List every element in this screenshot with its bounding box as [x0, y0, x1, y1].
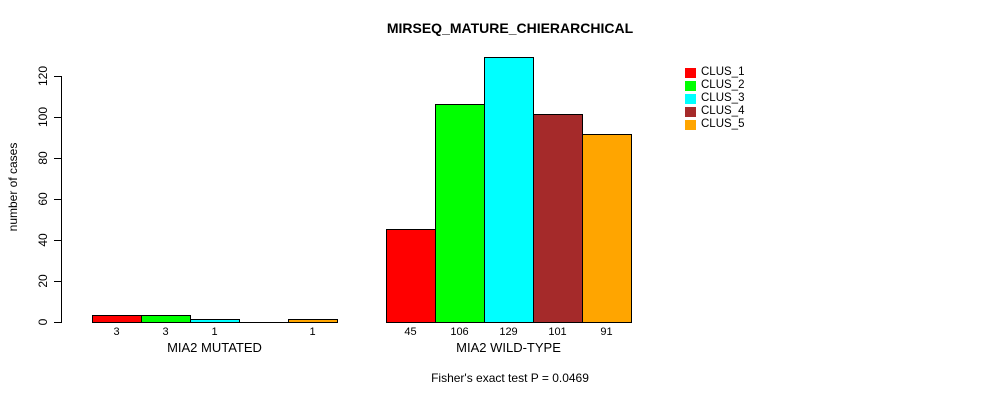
- legend-label: CLUS_1: [701, 66, 745, 78]
- bar-value-label: 129: [499, 326, 518, 338]
- bar-clus_5: [288, 319, 338, 323]
- bar-clus_4: [533, 114, 583, 323]
- chart-title: MIRSEQ_MATURE_CHIERARCHICAL: [386, 20, 634, 36]
- group-label: MIA2 MUTATED: [167, 340, 262, 355]
- bar-clus_3: [190, 319, 240, 323]
- bar-value-label: 1: [211, 326, 218, 338]
- bar-clus_3: [484, 57, 534, 323]
- legend-label: CLUS_3: [701, 92, 745, 104]
- legend-label: CLUS_4: [701, 105, 745, 117]
- y-tick-label: 40: [36, 233, 50, 247]
- legend-swatch-clus_5: [685, 120, 696, 130]
- legend-swatch-clus_1: [685, 68, 696, 78]
- y-tick-label: 20: [36, 274, 50, 288]
- bar-clus_1: [92, 315, 142, 323]
- legend-label: CLUS_2: [701, 79, 745, 91]
- bar-value-label: 1: [309, 326, 316, 338]
- y-tick-label: 80: [36, 151, 50, 165]
- legend-swatch-clus_3: [685, 94, 696, 104]
- bar-value-label: 45: [404, 326, 417, 338]
- legend-label: CLUS_5: [701, 118, 745, 130]
- y-tick-label: 0: [36, 318, 50, 326]
- bar-clus_5: [582, 134, 632, 323]
- y-axis-tick: [54, 76, 61, 77]
- y-tick-label: 100: [36, 106, 50, 128]
- y-axis-line: [61, 76, 62, 323]
- bar-value-label: 101: [548, 326, 567, 338]
- y-axis-tick: [54, 117, 61, 118]
- bar-value-label: 3: [162, 326, 169, 338]
- y-axis-tick: [54, 199, 61, 200]
- bar-value-label: 106: [450, 326, 469, 338]
- y-tick-label: 60: [36, 192, 50, 206]
- legend-swatch-clus_2: [685, 81, 696, 91]
- y-tick-label: 120: [36, 65, 50, 87]
- y-axis-tick: [54, 281, 61, 282]
- bar-value-label: 91: [600, 326, 613, 338]
- y-axis-tick: [54, 158, 61, 159]
- group-label: MIA2 WILD-TYPE: [456, 340, 561, 355]
- bar-clus_2: [435, 104, 485, 323]
- bar-value-label: 3: [113, 326, 120, 338]
- stat-test-caption: Fisher's exact test P = 0.0469: [431, 371, 589, 385]
- y-axis-tick: [54, 322, 61, 323]
- bar-clus_1: [386, 229, 436, 323]
- legend-swatch-clus_4: [685, 107, 696, 117]
- bar-clus_2: [141, 315, 191, 323]
- y-axis-title: number of cases: [6, 142, 20, 232]
- y-axis-tick: [54, 240, 61, 241]
